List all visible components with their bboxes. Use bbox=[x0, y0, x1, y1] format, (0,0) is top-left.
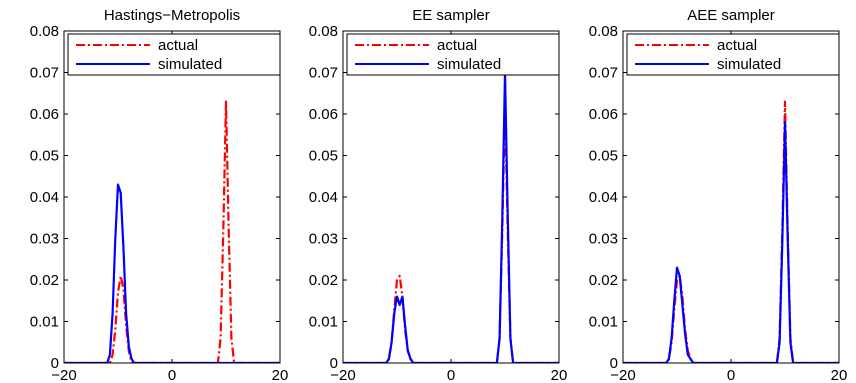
x-tick-label: 0 bbox=[168, 367, 176, 383]
plot-area bbox=[343, 71, 559, 363]
y-tick-label: 0.06 bbox=[309, 106, 338, 123]
axes-box bbox=[622, 30, 840, 364]
legend-label-simulated: simulated bbox=[717, 56, 781, 73]
chart-panel-3: AEE sampler 0 0.01 0.02 0.03 0.04 0.05 0.06 0.07… bbox=[589, 7, 848, 383]
y-tick-label: 0.02 bbox=[30, 272, 59, 289]
y-tick-label: 0.01 bbox=[589, 314, 618, 331]
series-line-actual bbox=[343, 100, 559, 363]
y-tick-label: 0 bbox=[610, 355, 618, 372]
y-tick-label: 0.05 bbox=[589, 148, 618, 165]
y-tick-label: 0.07 bbox=[30, 65, 59, 82]
series-line-simulated bbox=[623, 121, 839, 363]
y-tick-label: 0.08 bbox=[309, 23, 338, 40]
legend: actual simulated bbox=[626, 33, 840, 76]
y-tick-label: 0.08 bbox=[589, 23, 618, 40]
legend-label-actual: actual bbox=[158, 37, 198, 54]
y-tick-label: 0.04 bbox=[30, 189, 59, 206]
legend: actual simulated bbox=[346, 33, 560, 76]
x-tick-label: 20 bbox=[551, 367, 568, 383]
x-tick-label: −20 bbox=[610, 367, 635, 383]
y-tick-label: 0.04 bbox=[309, 189, 338, 206]
legend-box bbox=[67, 33, 281, 76]
y-tick-label: 0 bbox=[51, 355, 59, 372]
y-tick-label: 0.07 bbox=[589, 65, 618, 82]
y-tick-label: 0.04 bbox=[589, 189, 618, 206]
legend-box bbox=[346, 33, 560, 76]
axes-box bbox=[63, 30, 281, 364]
x-tick-label: 0 bbox=[727, 367, 735, 383]
chart-panel-2: EE sampler 0 0.01 0.02 0.03 0.04 0.05 0.06 0.07 0… bbox=[309, 7, 568, 383]
series-line-actual bbox=[64, 100, 280, 363]
y-tick-label: 0.02 bbox=[589, 272, 618, 289]
y-tick-label: 0.01 bbox=[30, 314, 59, 331]
chart-title: Hastings−Metropolis bbox=[104, 7, 240, 24]
legend-label-actual: actual bbox=[717, 37, 757, 54]
x-tick-label: 20 bbox=[272, 367, 289, 383]
series-line-simulated bbox=[343, 71, 559, 363]
chart-panel-1: Hastings−Metropolis 0 0.01 0.02 0.03 0.04 0.05… bbox=[30, 7, 289, 383]
legend-label-simulated: simulated bbox=[158, 56, 222, 73]
y-tick-label: 0.03 bbox=[309, 231, 338, 248]
y-tick-label: 0.03 bbox=[589, 231, 618, 248]
y-tick-label: 0.07 bbox=[309, 65, 338, 82]
plot-area bbox=[623, 100, 839, 363]
axes-box bbox=[342, 30, 560, 364]
y-tick-label: 0.05 bbox=[30, 148, 59, 165]
x-tick-label: −20 bbox=[51, 367, 76, 383]
y-tick-label: 0.03 bbox=[30, 231, 59, 248]
legend-label-simulated: simulated bbox=[437, 56, 501, 73]
legend-label-actual: actual bbox=[437, 37, 477, 54]
legend-box bbox=[626, 33, 840, 76]
x-tick-label: 20 bbox=[831, 367, 848, 383]
y-tick-label: 0.08 bbox=[30, 23, 59, 40]
y-tick-label: 0.02 bbox=[309, 272, 338, 289]
series-line-actual bbox=[623, 100, 839, 363]
y-tick-label: 0.05 bbox=[309, 148, 338, 165]
y-tick-label: 0.06 bbox=[589, 106, 618, 123]
y-tick-label: 0.01 bbox=[309, 314, 338, 331]
y-tick-label: 0.06 bbox=[30, 106, 59, 123]
chart-title: EE sampler bbox=[412, 7, 490, 24]
x-tick-label: −20 bbox=[330, 367, 355, 383]
chart-title: AEE sampler bbox=[687, 7, 775, 24]
series-line-simulated bbox=[64, 183, 280, 363]
y-tick-label: 0 bbox=[330, 355, 338, 372]
legend: actual simulated bbox=[67, 33, 281, 76]
plot-area bbox=[64, 100, 280, 363]
x-tick-label: 0 bbox=[447, 367, 455, 383]
